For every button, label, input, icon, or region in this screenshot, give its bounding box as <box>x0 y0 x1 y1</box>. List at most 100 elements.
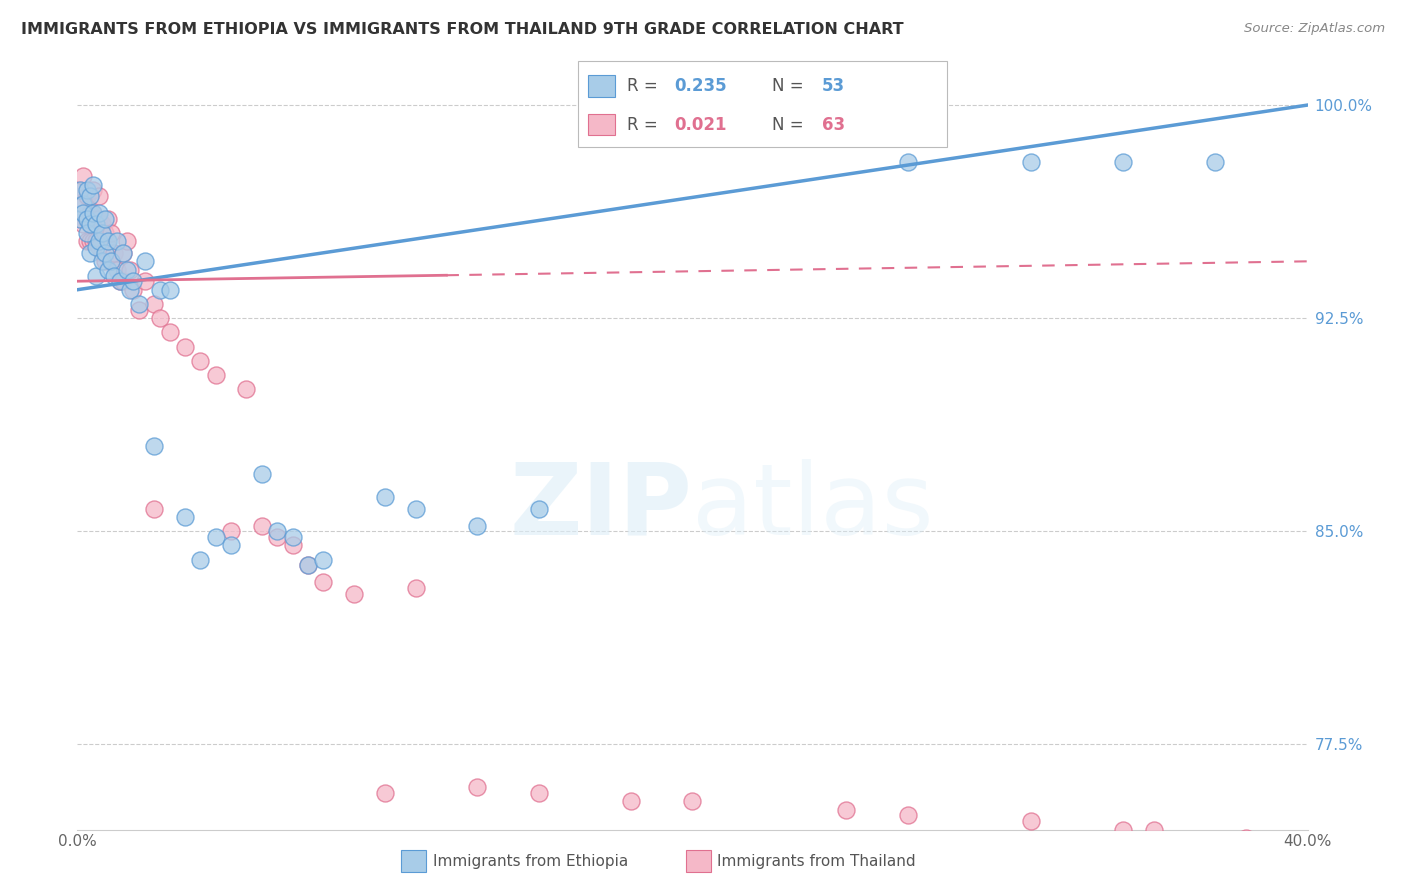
Point <box>281 538 304 552</box>
Point <box>84 235 107 249</box>
Point <box>100 254 122 268</box>
Point <box>72 206 94 220</box>
Point <box>312 575 335 590</box>
Point <box>297 558 319 573</box>
Point <box>94 226 117 240</box>
Point <box>405 581 427 595</box>
Point <box>128 302 150 317</box>
Point <box>100 254 122 268</box>
Point <box>97 211 120 226</box>
Point <box>527 501 550 516</box>
Point <box>69 211 91 226</box>
Point <box>149 311 172 326</box>
Text: N =: N = <box>772 78 810 95</box>
Point <box>82 206 104 220</box>
Point <box>72 197 94 211</box>
Point <box>90 254 114 268</box>
Text: R =: R = <box>627 78 664 95</box>
Text: R =: R = <box>627 116 664 135</box>
Point <box>250 518 273 533</box>
Point <box>94 245 117 260</box>
Point <box>94 254 117 268</box>
Point <box>112 245 135 260</box>
Point <box>72 197 94 211</box>
Point <box>82 178 104 192</box>
Point <box>159 283 181 297</box>
Point <box>97 263 120 277</box>
Point <box>87 211 110 226</box>
Point <box>465 518 488 533</box>
Point <box>527 786 550 800</box>
Point <box>69 183 91 197</box>
Point <box>159 326 181 340</box>
Point <box>405 501 427 516</box>
Point <box>69 183 91 197</box>
Point <box>143 501 166 516</box>
FancyBboxPatch shape <box>588 114 614 136</box>
Point <box>76 211 98 226</box>
Point <box>76 183 98 197</box>
Point <box>87 189 110 203</box>
Point <box>174 510 197 524</box>
Point <box>134 274 156 288</box>
Text: 53: 53 <box>821 78 845 95</box>
Point <box>1112 822 1135 837</box>
Point <box>84 211 107 226</box>
Point <box>188 353 212 368</box>
Point <box>69 211 91 226</box>
Text: ZIP: ZIP <box>509 458 693 556</box>
Point <box>312 552 335 566</box>
Point <box>1112 154 1135 169</box>
Text: 0.235: 0.235 <box>673 78 727 95</box>
Point <box>118 283 141 297</box>
Point <box>72 218 94 232</box>
Point <box>235 382 257 396</box>
Point <box>266 524 288 539</box>
Point <box>835 803 858 817</box>
Point <box>204 530 226 544</box>
Point <box>121 283 143 297</box>
Point <box>143 297 166 311</box>
Point <box>266 530 288 544</box>
Point <box>374 490 396 504</box>
Point <box>682 794 704 808</box>
Point <box>76 235 98 249</box>
Point <box>250 467 273 482</box>
Text: 0.021: 0.021 <box>673 116 727 135</box>
Point <box>84 268 107 283</box>
Point <box>79 245 101 260</box>
Point <box>79 218 101 232</box>
Point <box>97 240 120 254</box>
Point <box>87 235 110 249</box>
Point <box>219 538 242 552</box>
Point <box>281 530 304 544</box>
Point <box>97 235 120 249</box>
Point <box>343 587 366 601</box>
Point <box>105 235 128 249</box>
Text: Source: ZipAtlas.com: Source: ZipAtlas.com <box>1244 22 1385 36</box>
Point <box>87 240 110 254</box>
Point <box>82 206 104 220</box>
Point <box>84 240 107 254</box>
Text: 63: 63 <box>821 116 845 135</box>
Point <box>620 794 643 808</box>
Point <box>110 274 132 288</box>
Point <box>100 226 122 240</box>
Point <box>1234 831 1257 846</box>
Point <box>90 226 114 240</box>
Point <box>174 340 197 354</box>
FancyBboxPatch shape <box>578 61 948 147</box>
Point <box>82 183 104 197</box>
Point <box>87 206 110 220</box>
Point <box>79 189 101 203</box>
Point <box>79 206 101 220</box>
Point <box>90 218 114 232</box>
Point <box>1019 154 1042 169</box>
Point <box>121 274 143 288</box>
Point <box>1204 154 1226 169</box>
Point <box>115 235 138 249</box>
Point <box>188 552 212 566</box>
Point <box>465 780 488 794</box>
Point <box>90 245 114 260</box>
Point <box>105 263 128 277</box>
